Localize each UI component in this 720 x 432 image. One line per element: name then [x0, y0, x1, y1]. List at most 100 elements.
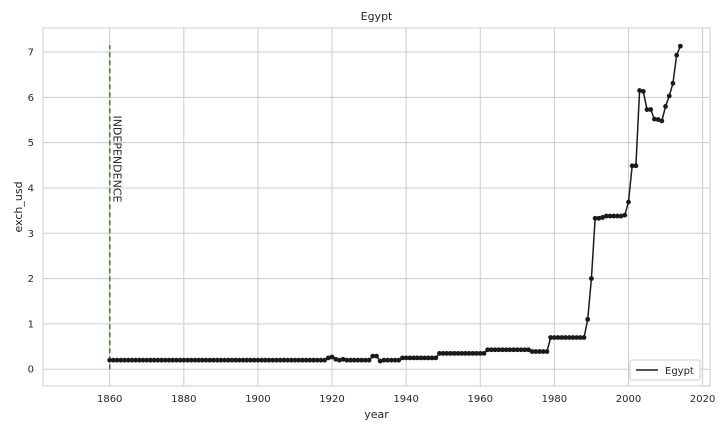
data-point: [133, 357, 139, 363]
data-point: [218, 357, 224, 363]
data-point: [325, 355, 331, 361]
data-point: [366, 357, 372, 363]
data-point: [240, 357, 246, 363]
data-point: [288, 357, 294, 363]
data-point: [277, 357, 283, 363]
data-point: [211, 357, 216, 363]
data-point: [459, 350, 465, 356]
legend-label: Egypt: [665, 366, 694, 377]
x-axis-label: year: [364, 408, 389, 421]
data-point: [274, 357, 279, 363]
data-point: [581, 335, 587, 340]
data-point: [285, 357, 290, 363]
data-point: [318, 357, 324, 363]
data-point: [670, 80, 676, 86]
y-tick-label: 6: [28, 93, 34, 104]
data-point: [526, 347, 531, 353]
data-point: [337, 357, 342, 363]
data-point: [107, 357, 113, 363]
data-point: [329, 354, 335, 360]
data-point: [633, 163, 639, 169]
x-tick-label: 1880: [171, 394, 196, 405]
y-tick-label: 3: [28, 229, 34, 240]
data-point: [344, 357, 350, 363]
legend-box: [629, 359, 701, 381]
data-point: [359, 357, 365, 363]
y-axis-label: exch_usd: [12, 181, 25, 232]
x-tick-label: 1960: [468, 394, 493, 405]
data-point: [540, 349, 546, 354]
x-tick-label: 1920: [319, 394, 344, 405]
data-point: [659, 118, 665, 124]
data-point: [174, 357, 179, 363]
data-point: [607, 213, 613, 219]
y-tick-label: 5: [28, 138, 34, 149]
data-point: [188, 357, 194, 363]
y-tick-label: 2: [28, 274, 34, 285]
independence-label: INDEPENDENCE: [111, 115, 124, 202]
data-point: [648, 107, 654, 112]
data-point: [348, 357, 353, 363]
data-point: [422, 355, 428, 361]
data-point: [585, 316, 591, 322]
ticks: 1860 1880 1900 1920 1940 1960 1980 2000 2020 0 1 2 3…: [28, 48, 716, 405]
data-point: [614, 213, 620, 219]
data-point: [233, 357, 239, 363]
data-point: [392, 357, 398, 363]
data-point: [170, 357, 176, 363]
data-point: [507, 347, 513, 353]
plot-area: [42, 27, 711, 387]
data-point: [603, 213, 609, 219]
data-point: [400, 355, 405, 361]
data-point: [503, 347, 509, 353]
data-point: [518, 347, 524, 353]
data-point: [155, 357, 161, 363]
data-point: [414, 355, 420, 361]
data-point: [162, 357, 168, 363]
data-point: [181, 357, 187, 363]
data-point: [222, 357, 227, 363]
data-point: [492, 347, 498, 353]
data-point: [185, 357, 190, 363]
data-point: [655, 117, 661, 122]
data-point: [266, 357, 272, 363]
x-tick-label: 1980: [542, 394, 567, 405]
data-point: [463, 350, 468, 356]
data-point: [229, 357, 235, 363]
grid: [43, 28, 710, 386]
data-point: [537, 349, 542, 354]
data-point: [136, 357, 142, 363]
data-point: [351, 357, 357, 363]
data-point: [374, 353, 379, 359]
data-point: [437, 350, 442, 356]
data-point: [311, 357, 316, 363]
series: [107, 43, 683, 364]
x-tick-label: 1900: [245, 394, 270, 405]
data-point: [236, 357, 242, 363]
data-point: [466, 350, 472, 356]
data-point: [203, 357, 209, 363]
y-tick-label: 4: [28, 183, 34, 194]
data-point: [455, 350, 461, 356]
data-point: [644, 107, 650, 112]
data-point: [129, 357, 135, 363]
data-point: [522, 347, 528, 353]
data-point: [370, 353, 376, 359]
data-point: [596, 215, 602, 221]
data-point: [563, 335, 568, 340]
data-point: [440, 350, 446, 356]
data-point: [122, 357, 127, 363]
data-point: [385, 357, 391, 363]
y-tick-label: 1: [28, 319, 34, 330]
data-point: [166, 357, 172, 363]
data-point: [377, 358, 383, 364]
data-point: [629, 163, 635, 169]
data-point: [555, 335, 561, 340]
data-point: [111, 357, 116, 363]
data-point: [362, 357, 368, 363]
data-point: [248, 357, 253, 363]
data-point: [296, 357, 302, 363]
data-point: [411, 355, 416, 361]
data-point: [196, 357, 202, 363]
